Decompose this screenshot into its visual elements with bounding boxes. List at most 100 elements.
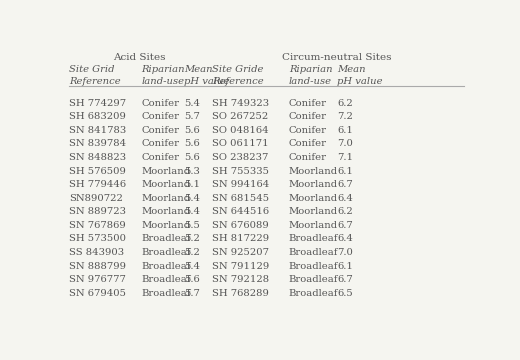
Text: SN 994164: SN 994164: [212, 180, 269, 189]
Text: Moorland: Moorland: [141, 180, 191, 189]
Text: Moorland: Moorland: [289, 167, 338, 176]
Text: 7.2: 7.2: [337, 112, 353, 121]
Text: Broadleaf: Broadleaf: [289, 262, 338, 271]
Text: SH 683209: SH 683209: [69, 112, 126, 121]
Text: 6.2: 6.2: [337, 99, 353, 108]
Text: Conifer: Conifer: [289, 139, 327, 148]
Text: 5.4: 5.4: [184, 262, 200, 271]
Text: 6.4: 6.4: [337, 194, 353, 203]
Text: SH 768289: SH 768289: [212, 289, 269, 298]
Text: Mean: Mean: [337, 66, 366, 75]
Text: Circum-neutral Sites: Circum-neutral Sites: [282, 53, 392, 62]
Text: Broadleaf: Broadleaf: [141, 275, 191, 284]
Text: SH 755335: SH 755335: [212, 167, 269, 176]
Text: Riparian: Riparian: [289, 66, 332, 75]
Text: 5.2: 5.2: [184, 248, 200, 257]
Text: SO 267252: SO 267252: [212, 112, 268, 121]
Text: Broadleaf: Broadleaf: [289, 289, 338, 298]
Text: 5.7: 5.7: [184, 112, 200, 121]
Text: 6.7: 6.7: [337, 275, 353, 284]
Text: 5.3: 5.3: [184, 167, 200, 176]
Text: Broadleaf: Broadleaf: [289, 275, 338, 284]
Text: Reference: Reference: [212, 77, 264, 86]
Text: Broadleaf: Broadleaf: [289, 248, 338, 257]
Text: Acid Sites: Acid Sites: [113, 53, 166, 62]
Text: Mean: Mean: [184, 66, 213, 75]
Text: SN 841783: SN 841783: [69, 126, 126, 135]
Text: Broadleaf: Broadleaf: [141, 248, 191, 257]
Text: SN 681545: SN 681545: [212, 194, 269, 203]
Text: SN 976777: SN 976777: [69, 275, 126, 284]
Text: 6.2: 6.2: [337, 207, 353, 216]
Text: SH 749323: SH 749323: [212, 99, 269, 108]
Text: Conifer: Conifer: [141, 153, 179, 162]
Text: 5.7: 5.7: [184, 289, 200, 298]
Text: 6.5: 6.5: [337, 289, 353, 298]
Text: 5.4: 5.4: [184, 194, 200, 203]
Text: SN 839784: SN 839784: [69, 139, 126, 148]
Text: SO 061171: SO 061171: [212, 139, 269, 148]
Text: Moorland: Moorland: [289, 180, 338, 189]
Text: Conifer: Conifer: [289, 126, 327, 135]
Text: land-use: land-use: [141, 77, 185, 86]
Text: SN 848823: SN 848823: [69, 153, 126, 162]
Text: 5.4: 5.4: [184, 207, 200, 216]
Text: Riparian: Riparian: [141, 66, 185, 75]
Text: SH 779446: SH 779446: [69, 180, 126, 189]
Text: Conifer: Conifer: [289, 112, 327, 121]
Text: Broadleaf: Broadleaf: [141, 234, 191, 243]
Text: SH 774297: SH 774297: [69, 99, 126, 108]
Text: 5.2: 5.2: [184, 234, 200, 243]
Text: SN 791129: SN 791129: [212, 262, 269, 271]
Text: SO 238237: SO 238237: [212, 153, 268, 162]
Text: 6.1: 6.1: [337, 262, 353, 271]
Text: Moorland: Moorland: [141, 207, 191, 216]
Text: SN 792128: SN 792128: [212, 275, 269, 284]
Text: 6.1: 6.1: [337, 167, 353, 176]
Text: Conifer: Conifer: [141, 112, 179, 121]
Text: Moorland: Moorland: [289, 207, 338, 216]
Text: pH value: pH value: [184, 77, 229, 86]
Text: 5.6: 5.6: [184, 153, 200, 162]
Text: Conifer: Conifer: [141, 126, 179, 135]
Text: Reference: Reference: [69, 77, 121, 86]
Text: 7.1: 7.1: [337, 153, 353, 162]
Text: SH 817229: SH 817229: [212, 234, 269, 243]
Text: SN 889723: SN 889723: [69, 207, 126, 216]
Text: Conifer: Conifer: [141, 139, 179, 148]
Text: 5.6: 5.6: [184, 139, 200, 148]
Text: Broadleaf: Broadleaf: [289, 234, 338, 243]
Text: SN 676089: SN 676089: [212, 221, 269, 230]
Text: Conifer: Conifer: [289, 153, 327, 162]
Text: SH 576509: SH 576509: [69, 167, 126, 176]
Text: Broadleaf: Broadleaf: [141, 289, 191, 298]
Text: SN 925207: SN 925207: [212, 248, 269, 257]
Text: pH value: pH value: [337, 77, 383, 86]
Text: Site Grid: Site Grid: [69, 66, 114, 75]
Text: 6.1: 6.1: [337, 126, 353, 135]
Text: Conifer: Conifer: [289, 99, 327, 108]
Text: Site Gride: Site Gride: [212, 66, 264, 75]
Text: SO 048164: SO 048164: [212, 126, 269, 135]
Text: 6.7: 6.7: [337, 180, 353, 189]
Text: 5.5: 5.5: [184, 221, 200, 230]
Text: Moorland: Moorland: [289, 221, 338, 230]
Text: 7.0: 7.0: [337, 248, 353, 257]
Text: Moorland: Moorland: [141, 167, 191, 176]
Text: SS 843903: SS 843903: [69, 248, 124, 257]
Text: 5.6: 5.6: [184, 126, 200, 135]
Text: 6.7: 6.7: [337, 221, 353, 230]
Text: Conifer: Conifer: [141, 99, 179, 108]
Text: SN 679405: SN 679405: [69, 289, 126, 298]
Text: SN 888799: SN 888799: [69, 262, 126, 271]
Text: SN 767869: SN 767869: [69, 221, 126, 230]
Text: land-use: land-use: [289, 77, 332, 86]
Text: Moorland: Moorland: [141, 194, 191, 203]
Text: 5.4: 5.4: [184, 99, 200, 108]
Text: SN890722: SN890722: [69, 194, 123, 203]
Text: SH 573500: SH 573500: [69, 234, 126, 243]
Text: Moorland: Moorland: [289, 194, 338, 203]
Text: 5.1: 5.1: [184, 180, 200, 189]
Text: 6.4: 6.4: [337, 234, 353, 243]
Text: Broadleaf: Broadleaf: [141, 262, 191, 271]
